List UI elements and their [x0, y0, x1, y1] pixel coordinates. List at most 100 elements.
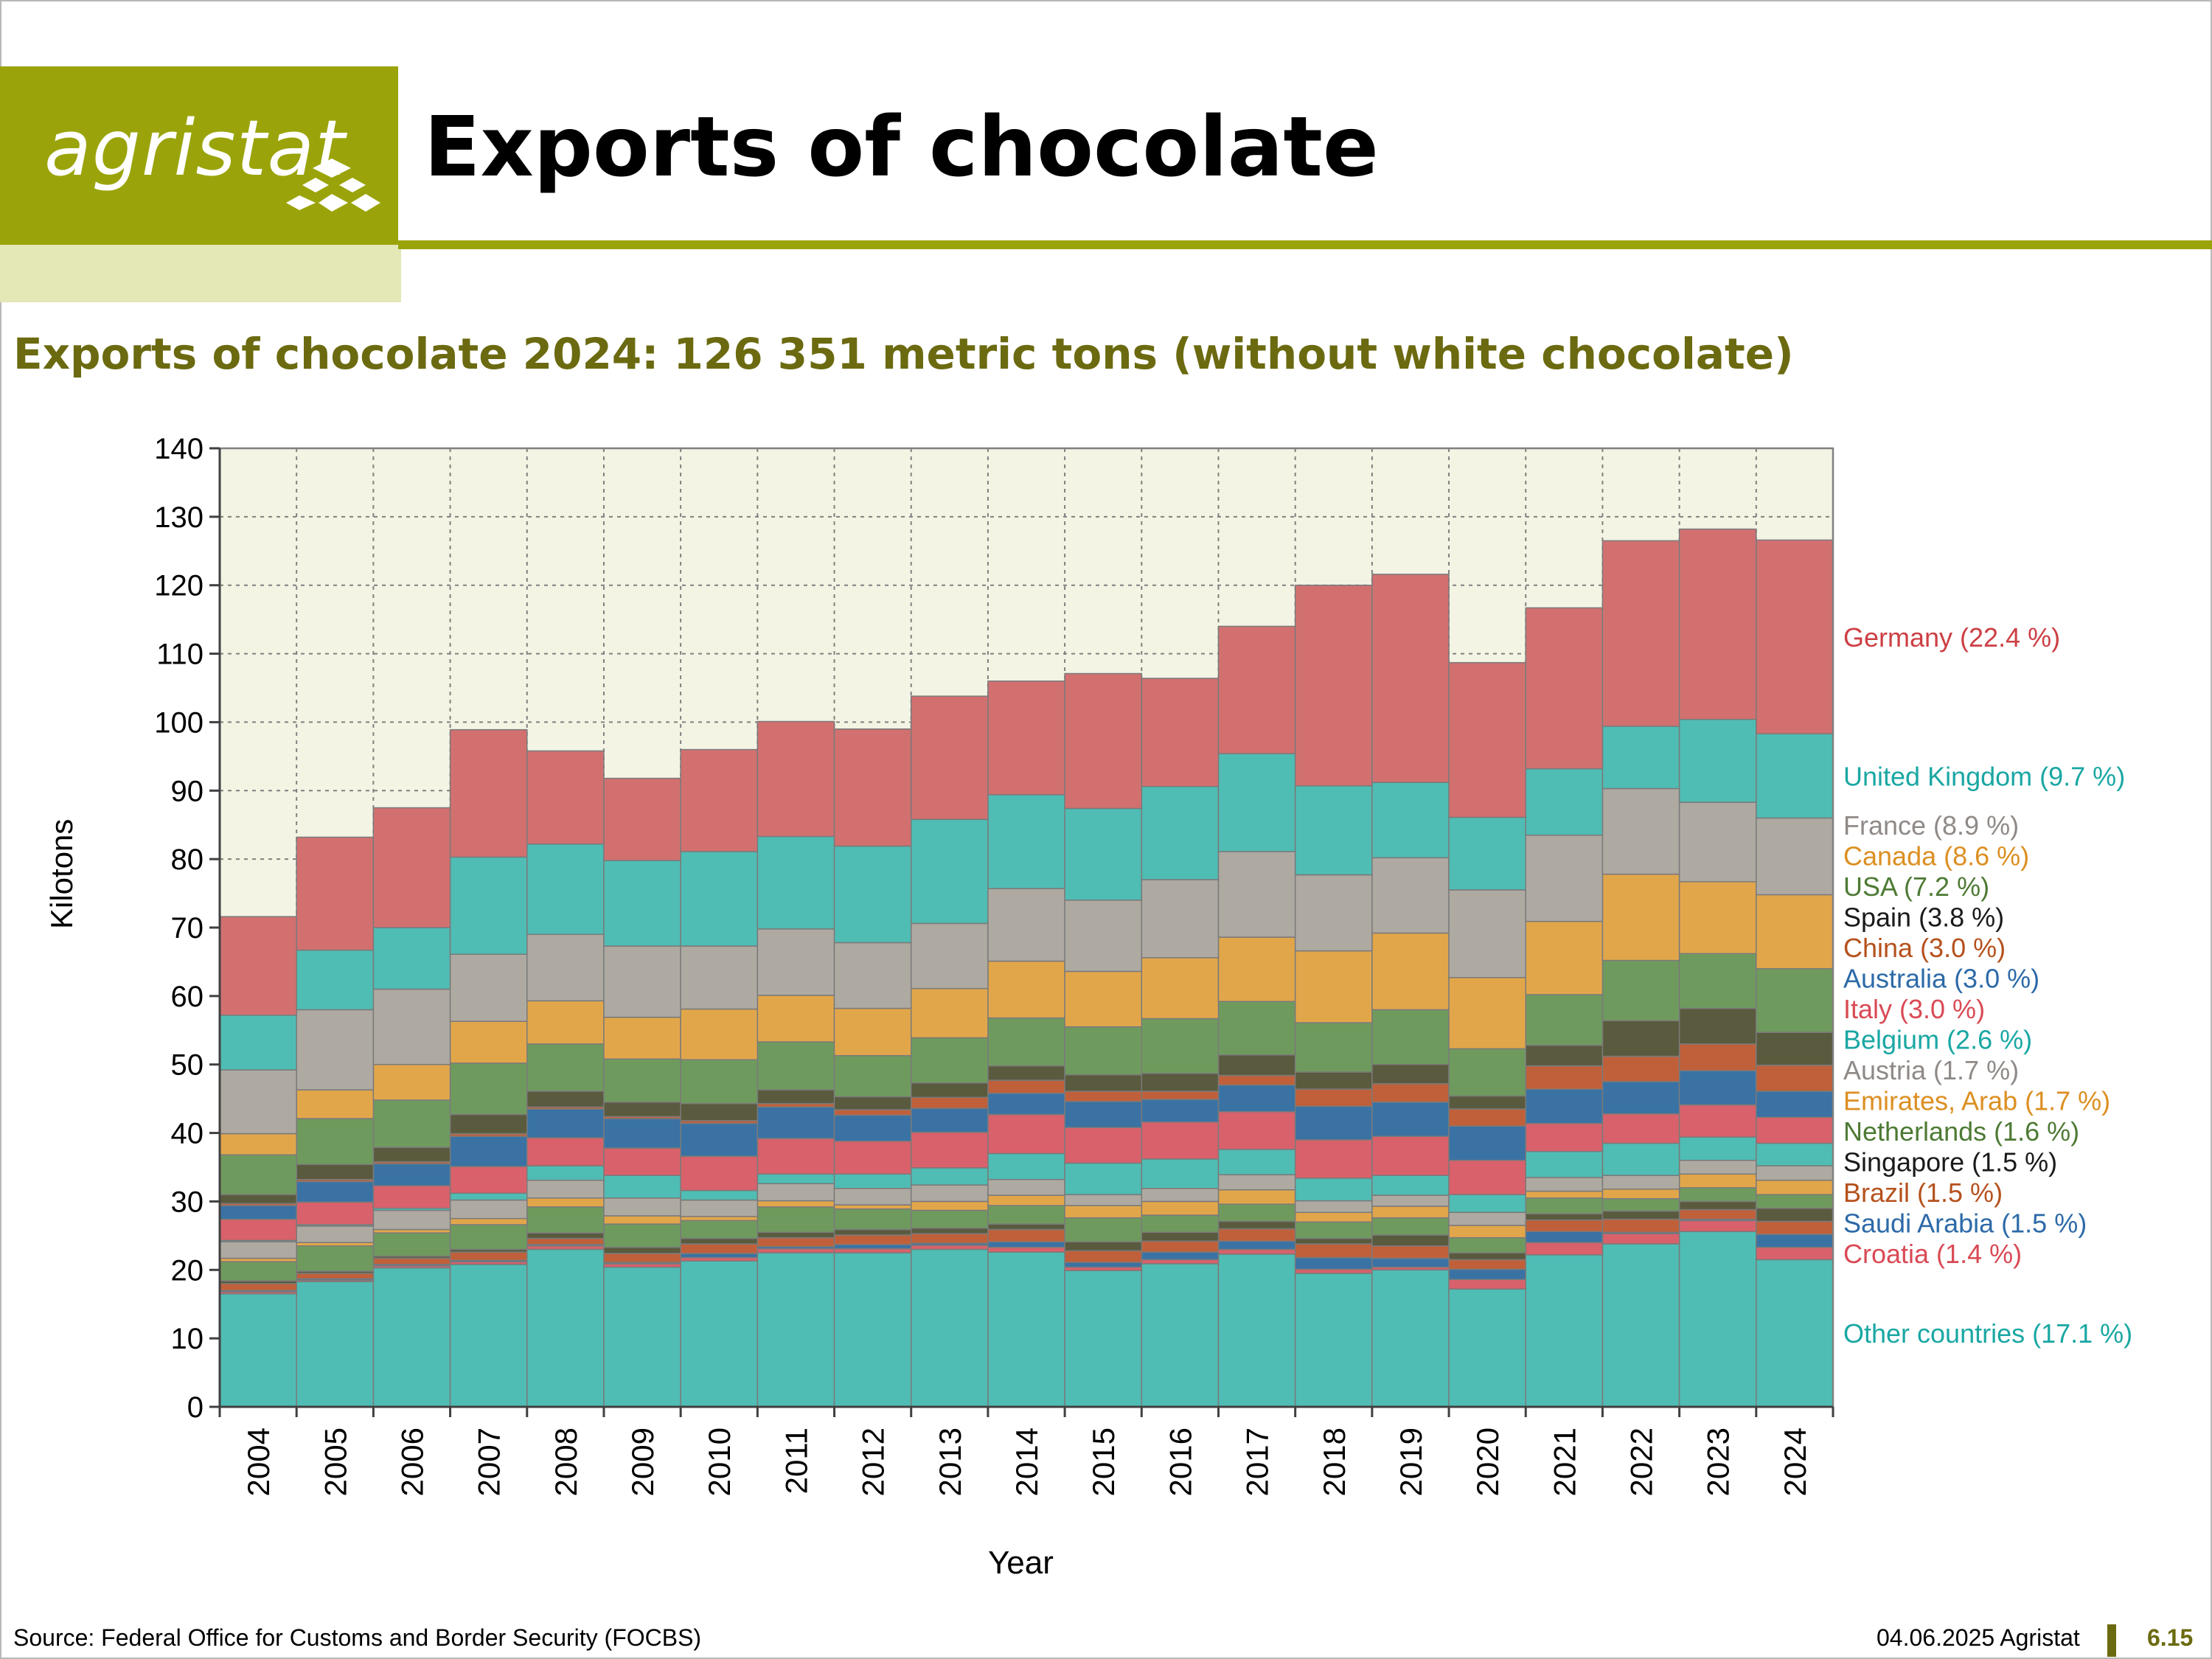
bar-segment	[910, 1082, 989, 1099]
bar-segment	[1525, 1088, 1604, 1124]
bar-segment	[526, 1179, 605, 1199]
bar-segment	[833, 1114, 912, 1142]
bar-segment	[219, 916, 297, 1016]
bar-segment	[1371, 1175, 1450, 1196]
bar-segment	[1525, 1197, 1604, 1214]
bar-segment	[1756, 1194, 1834, 1209]
bar-segment	[1371, 1217, 1450, 1236]
bar-segment	[1678, 1187, 1757, 1203]
bar-segment	[449, 856, 528, 955]
bar-segment	[219, 1293, 297, 1408]
legend-label: Brazil (1.5 %)	[1843, 1178, 2003, 1208]
bar-segment	[526, 1197, 605, 1208]
bar-segment	[1448, 1268, 1526, 1281]
legend-label: Singapore (1.5 %)	[1843, 1147, 2057, 1178]
bar-segment	[1448, 661, 1526, 818]
bar-segment	[449, 1199, 528, 1220]
bar-segment	[1217, 1174, 1296, 1191]
bar-segment	[833, 1208, 912, 1231]
bar-segment	[1064, 1101, 1143, 1128]
bar-segment	[1371, 1269, 1450, 1408]
bar-segment	[449, 1135, 528, 1167]
bar-segment	[1525, 1044, 1604, 1067]
bar-segment	[1448, 1194, 1526, 1214]
bar-segment	[296, 1245, 375, 1272]
bar-segment	[1448, 1225, 1526, 1239]
x-tick-label: 2016	[1163, 1427, 1197, 1496]
bar-segment	[910, 922, 989, 990]
bar-segment	[1371, 932, 1450, 1011]
bar-segment	[1141, 879, 1220, 959]
bar-segment	[1371, 1194, 1450, 1207]
bar-segment	[1217, 1084, 1296, 1113]
bar-segment	[1448, 977, 1526, 1050]
bar-segment	[1756, 1091, 1834, 1118]
bar-segment	[1448, 1159, 1526, 1195]
bar-segment	[910, 818, 989, 925]
bar-segment	[1141, 1121, 1220, 1160]
bar-segment	[833, 1252, 912, 1408]
bar-segment	[449, 728, 528, 858]
bar-segment	[1371, 782, 1450, 859]
bar-segment	[1294, 1088, 1373, 1107]
bar-segment	[833, 1054, 912, 1098]
bar-segment	[1141, 1188, 1220, 1203]
bar-segment	[1525, 1242, 1604, 1256]
bar-segment	[1217, 1248, 1296, 1255]
bar-segment	[1448, 1211, 1526, 1226]
bar-segment	[449, 953, 528, 1022]
bar-segment	[449, 1217, 528, 1225]
bar-segment	[833, 1096, 912, 1110]
bar-segment	[1294, 1221, 1373, 1239]
bar-segment	[296, 1089, 375, 1119]
bar-segment	[1601, 726, 1680, 790]
bar-segment	[680, 1243, 759, 1254]
bar-segment	[603, 945, 681, 1018]
footer-divider	[2107, 1624, 2116, 1657]
bar-segment	[833, 1188, 912, 1206]
bar-segment	[833, 1140, 912, 1175]
bar-segment	[296, 1225, 375, 1243]
bar-segment	[372, 807, 451, 928]
bar-segment	[1756, 817, 1834, 896]
y-tick-label: 10	[171, 1323, 204, 1355]
bar-segment	[987, 1251, 1065, 1408]
bar-segment	[987, 680, 1065, 796]
bar-segment	[449, 1224, 528, 1251]
bar-segment	[449, 1192, 528, 1201]
legend-label: Austria (1.7 %)	[1843, 1055, 2019, 1085]
bar-segment	[680, 945, 759, 1010]
x-tick-label: 2024	[1778, 1427, 1812, 1496]
bar-segment	[987, 1113, 1065, 1155]
bar-segment	[910, 1037, 989, 1084]
bar-segment	[833, 1109, 912, 1116]
bar-segment	[1678, 801, 1757, 883]
legend-label: United Kingdom (9.7 %)	[1843, 761, 2125, 791]
bar-segment	[1601, 1197, 1680, 1212]
bar-segment	[1678, 1136, 1757, 1161]
x-tick-label: 2012	[856, 1427, 891, 1496]
title-rule	[398, 240, 2212, 249]
bar-segment	[1678, 1208, 1757, 1220]
bar-segment	[603, 1266, 681, 1408]
x-tick-label: 2020	[1470, 1427, 1505, 1496]
bar-segment	[1294, 1105, 1373, 1141]
bar-segment	[1064, 1091, 1143, 1102]
bar-segment	[1678, 881, 1757, 955]
bar-segment	[1448, 889, 1526, 978]
bar-segment	[1601, 1243, 1680, 1408]
bar-segment	[680, 1008, 759, 1060]
legend-label: Saudi Arabia (1.5 %)	[1843, 1208, 2087, 1239]
logo-panel	[0, 66, 398, 245]
bar-segment	[910, 1096, 989, 1109]
bar-segment	[526, 1248, 605, 1408]
bar-segment	[987, 960, 1065, 1019]
y-axis-label: Kilotons	[44, 818, 79, 929]
bar-segment	[1217, 625, 1296, 754]
x-tick-label: 2023	[1701, 1427, 1736, 1496]
bar-segment	[1756, 1207, 1834, 1222]
bar-segment	[1678, 1220, 1757, 1233]
bar-segment	[757, 720, 835, 838]
y-tick-label: 0	[187, 1391, 204, 1424]
bar-segment	[1294, 1022, 1373, 1073]
